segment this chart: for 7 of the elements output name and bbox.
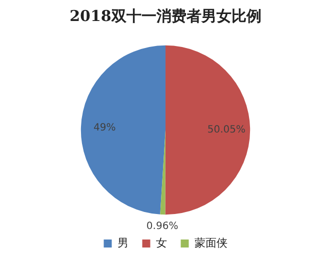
chart-title: 2018双十一消费者男女比例 xyxy=(70,6,262,25)
legend-label: 男 xyxy=(117,236,128,250)
legend-label: 女 xyxy=(156,236,167,250)
data-label: 0.96% xyxy=(146,221,178,232)
legend-label: 蒙面侠 xyxy=(194,236,228,250)
data-label: 50.05% xyxy=(207,124,246,136)
data-label: 49% xyxy=(94,122,116,134)
